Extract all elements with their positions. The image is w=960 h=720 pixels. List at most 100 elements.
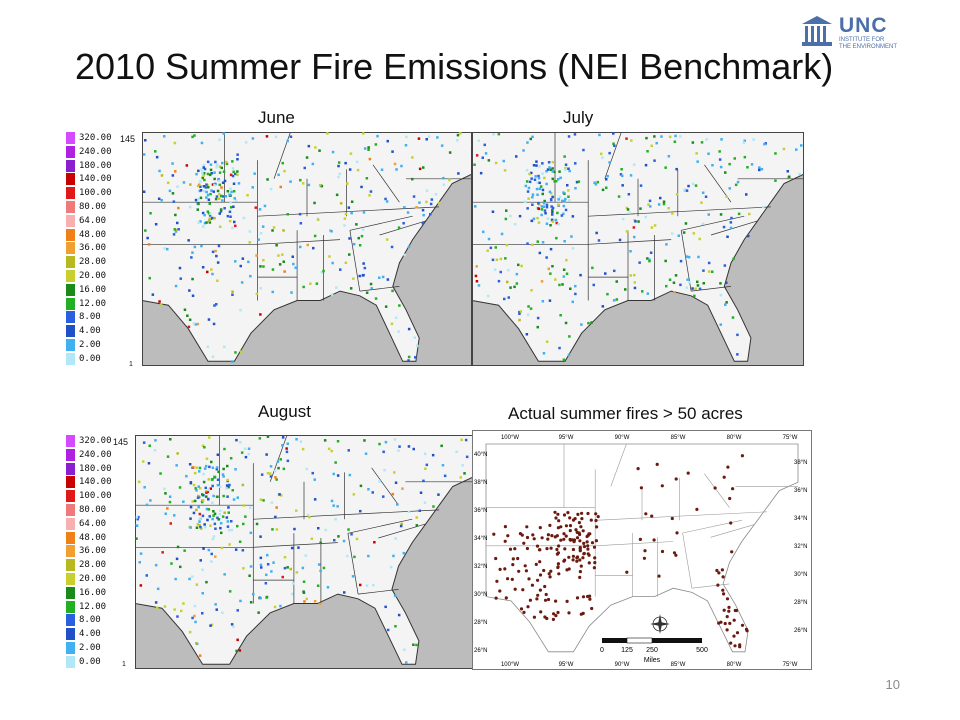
emission-cell <box>536 181 539 184</box>
emission-cell <box>746 166 749 169</box>
fire-point <box>594 512 598 516</box>
emission-cell <box>383 468 386 472</box>
legend-label: 12.00 <box>79 601 107 612</box>
emission-cell <box>238 540 242 543</box>
emission-cell <box>188 463 192 466</box>
emission-cell <box>646 292 650 295</box>
fire-point <box>636 467 640 471</box>
emission-cell <box>211 250 215 254</box>
emission-cell <box>145 503 149 507</box>
emission-cell <box>136 517 139 521</box>
fire-point <box>686 471 690 475</box>
emission-cell <box>159 303 163 307</box>
emission-cell <box>199 189 203 192</box>
emission-cell <box>532 217 536 220</box>
emission-cell <box>535 160 538 163</box>
emission-cell <box>551 195 554 199</box>
emission-cell <box>350 200 354 203</box>
emission-cell <box>531 196 534 199</box>
emission-cell <box>396 503 399 506</box>
fire-point <box>494 556 498 561</box>
emission-cell <box>221 515 225 518</box>
emission-cell <box>395 168 398 171</box>
actual-fire-points <box>492 454 749 649</box>
emission-cell <box>402 551 406 555</box>
emission-cell <box>262 499 265 502</box>
emission-cell <box>567 353 571 357</box>
legend-label: 80.00 <box>79 505 107 515</box>
fire-point <box>586 533 590 537</box>
fire-point <box>596 515 600 519</box>
emission-cell <box>234 468 237 471</box>
fire-point <box>550 534 554 538</box>
fire-point <box>538 573 543 577</box>
fire-point <box>716 583 720 587</box>
emission-cell <box>178 486 182 489</box>
fire-point <box>535 544 540 548</box>
emission-cell <box>281 161 284 165</box>
emission-cell <box>550 218 554 222</box>
emission-cell <box>541 188 545 192</box>
emission-cell <box>208 465 211 469</box>
lat-label-left: 38°N <box>474 480 487 486</box>
emission-cell <box>686 278 689 281</box>
emission-cell <box>227 506 230 509</box>
emission-cell <box>197 169 200 173</box>
legend-entry: 12.00 <box>66 600 128 613</box>
emission-cell <box>212 535 216 538</box>
fire-point <box>554 516 558 520</box>
emission-cell <box>266 563 270 566</box>
emission-cell <box>425 189 429 192</box>
emission-cell <box>174 230 178 233</box>
emission-cell <box>425 200 428 204</box>
emission-cell <box>378 276 381 279</box>
emission-cell <box>518 312 521 315</box>
emission-cell <box>548 299 552 302</box>
emission-cell <box>207 212 211 215</box>
emission-cell <box>291 582 295 585</box>
emission-cell <box>515 272 519 276</box>
emission-cell <box>499 257 503 261</box>
emission-cell <box>641 290 644 293</box>
emission-cell <box>479 171 483 175</box>
emission-cell <box>615 298 619 301</box>
emission-cell <box>179 565 182 569</box>
fire-point <box>547 572 551 576</box>
emission-cell <box>457 172 460 175</box>
fire-point <box>655 462 659 466</box>
emission-cell <box>265 453 268 456</box>
legend-entry: 100.00 <box>66 187 128 200</box>
emission-cell <box>557 198 560 201</box>
emission-cell <box>534 175 537 178</box>
legend-swatch <box>66 270 75 282</box>
emission-cell <box>142 153 146 156</box>
emission-cell <box>172 233 176 236</box>
emission-cell <box>530 177 533 180</box>
emission-cell <box>216 261 220 264</box>
emission-cell <box>549 272 552 275</box>
emission-cell <box>348 473 352 477</box>
fire-point <box>567 555 571 559</box>
emission-cell <box>507 296 510 299</box>
emission-cell <box>249 601 253 604</box>
emission-cell <box>486 249 489 252</box>
emission-cell <box>262 265 265 268</box>
emission-cell <box>562 358 566 361</box>
emission-cell <box>685 255 689 258</box>
emission-cell <box>255 522 259 526</box>
emission-cell <box>259 232 263 235</box>
emission-cell <box>270 570 273 573</box>
emission-cell <box>248 230 252 233</box>
emission-cell <box>612 142 615 145</box>
emission-cell <box>429 213 432 216</box>
emission-cell <box>540 205 544 208</box>
emission-cell <box>274 515 277 519</box>
emission-cell <box>344 261 348 264</box>
emission-cell <box>697 255 700 259</box>
actual-map-graticule-labels: 100°W100°W95°W95°W90°W90°W85°W85°W80°W80… <box>474 435 807 668</box>
emission-cell <box>239 350 243 353</box>
legend-entry: 36.00 <box>66 545 128 558</box>
emission-cell <box>532 164 536 167</box>
emission-cell <box>190 256 193 259</box>
emission-cell <box>271 290 274 294</box>
